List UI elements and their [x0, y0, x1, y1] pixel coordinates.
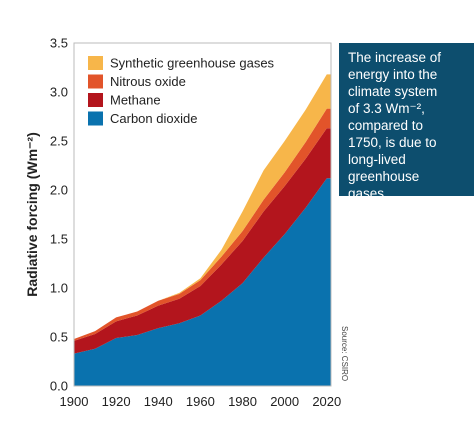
x-tick-label: 1960: [186, 394, 215, 409]
callout-box: The increase of energy into the climate sy…: [339, 43, 474, 201]
y-tick-label: 1.5: [50, 232, 68, 247]
y-tick-label: 2.0: [50, 183, 68, 198]
x-tick-label: 1900: [60, 394, 89, 409]
x-tick-label: 2020: [312, 394, 341, 409]
stacked-areas: [74, 74, 331, 386]
y-axis-title: Radiative forcing (Wm⁻²): [24, 132, 40, 297]
callout-line: The increase of: [348, 50, 442, 65]
legend-label: Nitrous oxide: [110, 74, 186, 89]
y-tick-label: 0.0: [50, 379, 68, 394]
callout-line: energy into the: [348, 67, 438, 82]
y-tick-label: 1.0: [50, 281, 68, 296]
callout-line: climate system: [348, 84, 438, 99]
plot-frame: [73, 42, 332, 387]
callout-line: greenhouse: [348, 169, 420, 184]
source-note: Source: CSIRO: [340, 326, 349, 381]
x-tick-label: 1940: [144, 394, 173, 409]
legend-label: Methane: [110, 93, 161, 108]
legend-swatch: [88, 111, 103, 126]
legend-swatch: [88, 93, 103, 107]
legend-label: Carbon dioxide: [110, 111, 197, 126]
y-tick-label: 0.5: [50, 330, 68, 345]
x-tick-label: 1920: [102, 394, 131, 409]
callout-line: gases.: [348, 186, 388, 201]
legend-swatch: [88, 74, 103, 89]
callout-line: compared to: [348, 118, 424, 133]
y-tick-label: 2.5: [50, 134, 68, 149]
area-carbon-dioxide: [74, 178, 331, 386]
y-tick-label: 3.5: [50, 36, 68, 51]
callout-line: 1750, is due to: [348, 135, 437, 150]
legend-label: Synthetic greenhouse gases: [110, 56, 275, 71]
x-axis-ticks: 1900 1920 1940 1960 1980 2000 2020: [60, 394, 342, 409]
callout-line: of 3.3 Wm⁻²,: [348, 101, 425, 116]
callout-line: long-lived: [348, 152, 406, 167]
area-methane: [74, 128, 331, 354]
legend: Synthetic greenhouse gases Nitrous oxide M…: [88, 56, 275, 126]
y-tick-label: 3.0: [50, 85, 68, 100]
y-axis-ticks: 0.0 0.5 1.0 1.5 2.0 2.5 3.0 3.5: [50, 36, 68, 394]
x-tick-label: 2000: [270, 394, 299, 409]
x-tick-label: 1980: [228, 394, 257, 409]
legend-swatch: [88, 56, 103, 70]
